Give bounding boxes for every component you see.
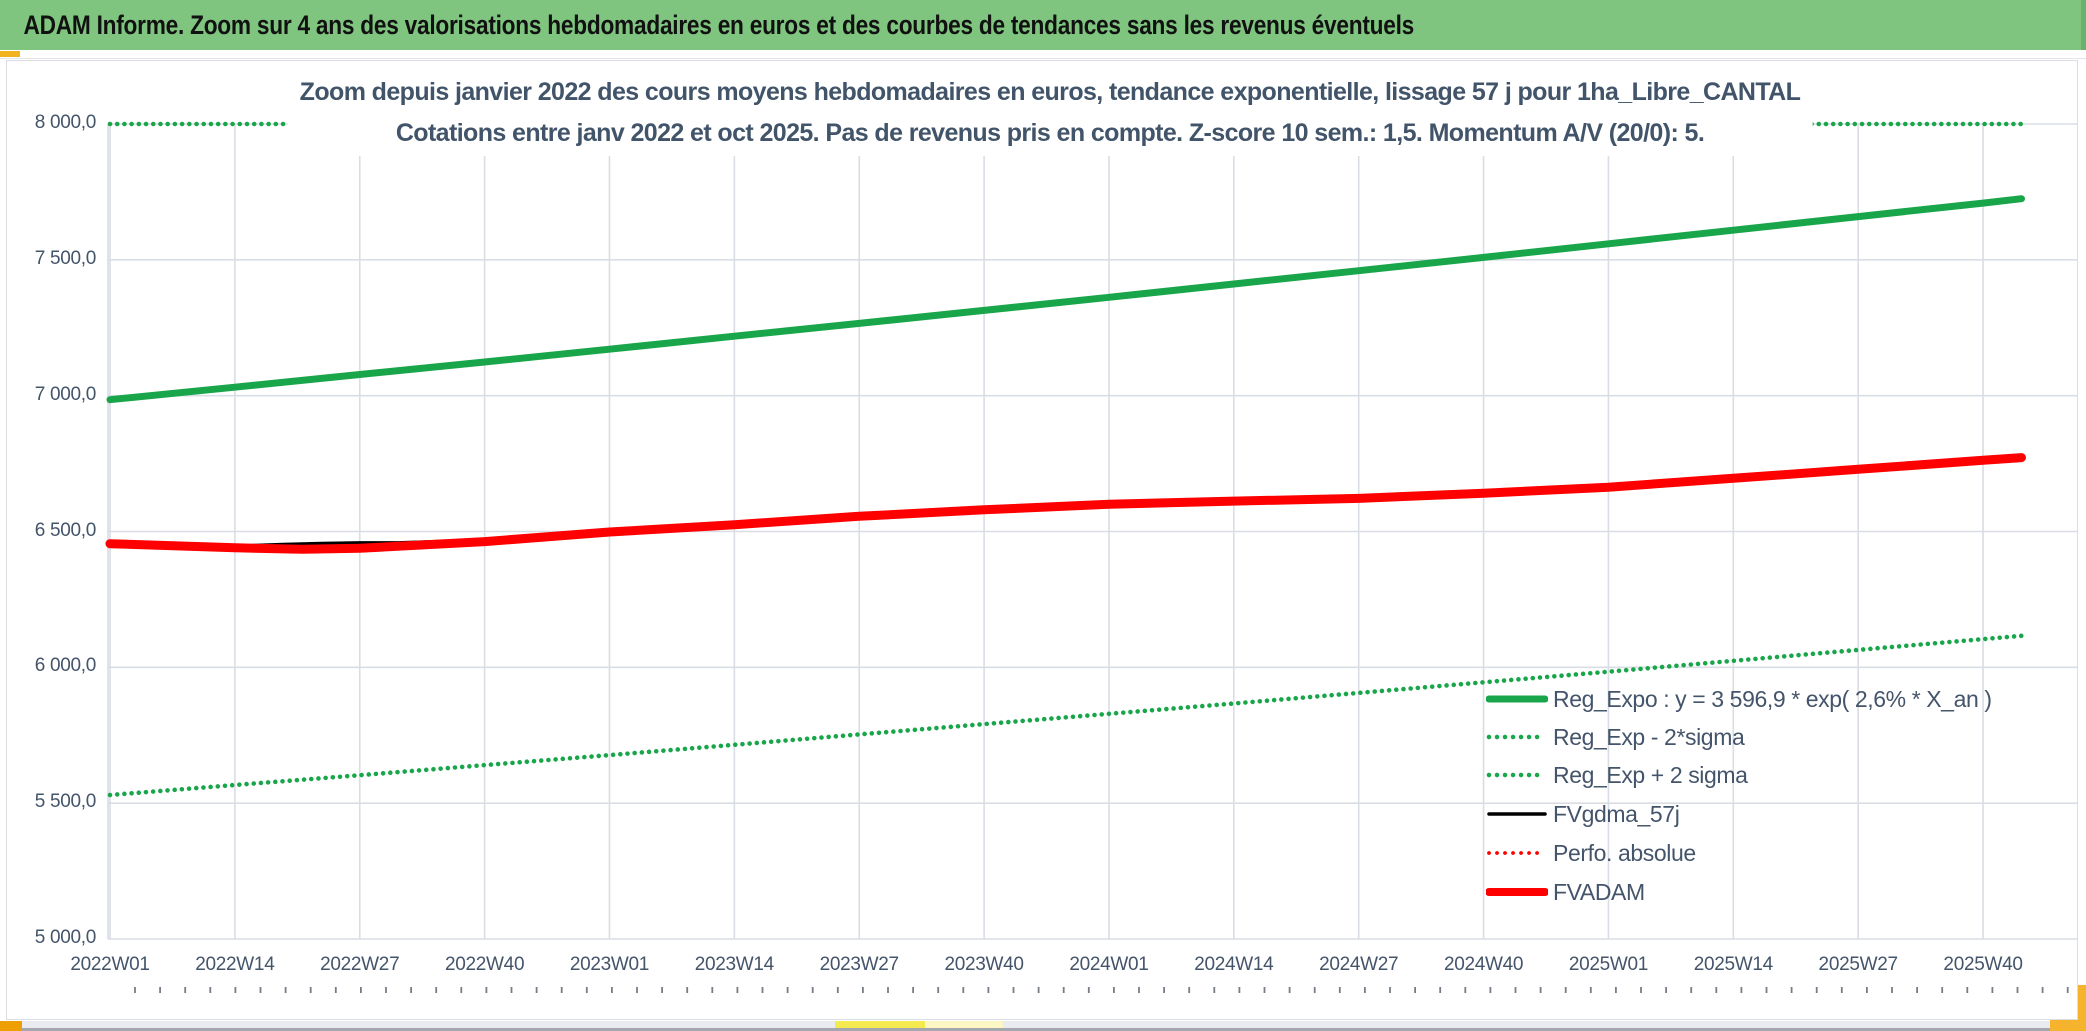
chart-subtitle: Cotations entre janv 2022 et oct 2025. P… [395, 119, 1705, 147]
edge-marker-bottom-middle [835, 1021, 925, 1028]
divider-line [0, 58, 2086, 59]
chart-title: Zoom depuis janvier 2022 des cours moyen… [299, 78, 1801, 106]
x-axis-label: 2024W27 [1319, 954, 1399, 975]
y-axis-label: 7 000,0 [34, 383, 97, 405]
legend-entry: Reg_Exp + 2 sigma [1486, 762, 1748, 788]
y-axis-label: 7 500,0 [34, 247, 97, 269]
x-axis-label: 2025W01 [1568, 954, 1649, 975]
legend-entry: Reg_Expo : y = 3 596,9 * exp( 2,6% * X_a… [1486, 686, 1992, 712]
legend-label: Reg_Exp - 2*sigma [1553, 723, 1745, 750]
x-axis-label: 2024W14 [1194, 954, 1274, 975]
legend-line-sample [1486, 734, 1548, 740]
legend-line-sample [1486, 888, 1548, 896]
x-axis-label: 2024W01 [1069, 954, 1149, 975]
chart-canvas [6, 60, 2078, 1020]
edge-marker-top-left [0, 51, 20, 57]
edge-marker-bottom-right-v [2078, 985, 2086, 1031]
legend-line-sample [1487, 812, 1547, 816]
y-axis-label: 6 000,0 [34, 655, 97, 677]
sheet-strip-dark [0, 1028, 2086, 1031]
report-header-bar: ADAM Informe. Zoom sur 4 ans des valoris… [0, 0, 2086, 50]
legend-line-sample [1487, 851, 1547, 855]
x-axis-label: 2022W27 [320, 954, 400, 975]
x-axis-label: 2023W14 [694, 954, 775, 975]
x-axis-label: 2022W14 [195, 954, 275, 975]
legend-entry: Reg_Exp - 2*sigma [1486, 723, 1745, 750]
legend-line-sample [1486, 695, 1548, 703]
x-axis-label: 2022W01 [70, 954, 150, 975]
y-axis-label: 6 500,0 [34, 519, 97, 541]
legend-label: FVgdma_57j [1553, 800, 1680, 827]
legend-entry: FVADAM [1486, 879, 1645, 905]
legend-label: Reg_Exp + 2 sigma [1553, 761, 1748, 788]
y-axis-label: 5 500,0 [34, 791, 97, 813]
legend-label: Reg_Expo : y = 3 596,9 * exp( 2,6% * X_a… [1553, 685, 1992, 712]
legend-label: FVADAM [1553, 878, 1645, 905]
x-axis-label: 2023W27 [819, 954, 900, 975]
report-header-title: ADAM Informe. Zoom sur 4 ans des valoris… [23, 9, 1415, 40]
x-axis-label: 2025W27 [1818, 954, 1899, 975]
chart-title-box: Zoom depuis janvier 2022 des cours moyen… [287, 70, 1813, 156]
edge-marker-bottom-right-h [2050, 1020, 2086, 1031]
sheet-strip-light [0, 1021, 2086, 1028]
legend-entry: Perfo. absolue [1486, 840, 1696, 866]
x-axis-label: 2025W40 [1943, 954, 2023, 975]
y-axis-label: 5 000,0 [34, 927, 97, 948]
x-axis-label: 2025W14 [1693, 954, 1774, 975]
edge-marker-bottom-middle-light [925, 1021, 1003, 1028]
header-right-edge [2081, 0, 2086, 50]
legend-label: Perfo. absolue [1553, 839, 1696, 866]
legend-entry: FVgdma_57j [1486, 800, 1680, 827]
edge-marker-bottom-left [0, 1021, 22, 1031]
x-axis-label: 2022W40 [444, 954, 525, 975]
x-axis-label: 2023W01 [569, 954, 650, 975]
x-axis-label: 2024W40 [1443, 954, 1524, 975]
y-axis-label: 8 000,0 [34, 112, 97, 133]
x-axis-label: 2023W40 [944, 954, 1024, 975]
legend-line-sample [1486, 772, 1548, 778]
